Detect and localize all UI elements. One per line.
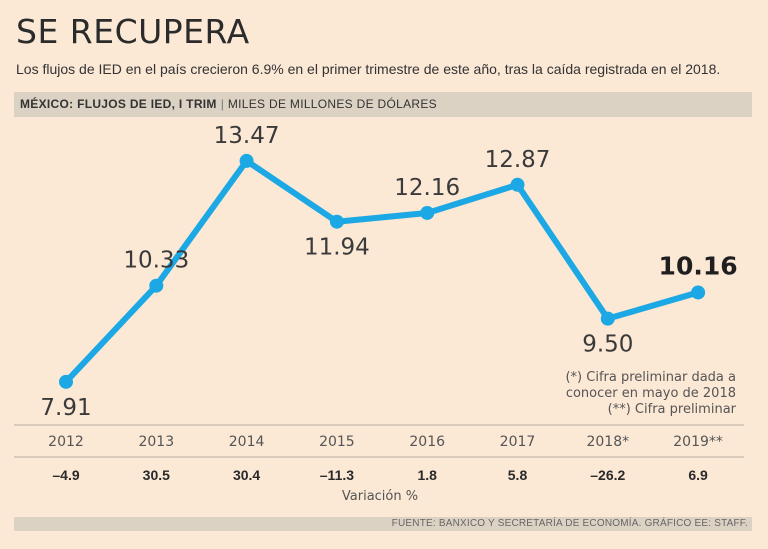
data-point-2016 [420,205,435,220]
variation-value: –11.3 [320,467,354,483]
x-tick-label: 2017 [500,434,536,450]
x-tick-label: 2014 [229,434,265,450]
data-label: 13.47 [214,123,280,149]
footnote-line-1: (*) Cifra preliminar dada a [565,370,736,385]
x-tick-label: 2016 [409,434,445,450]
series-line [63,157,702,385]
x-tick-label: 2019** [673,434,723,450]
variation-value: 1.8 [417,467,437,483]
chart-subtitle: Los flujos de IED en el país crecieron 6… [16,61,721,77]
x-tick-label: 2012 [48,434,84,450]
data-label: 9.50 [582,332,633,358]
data-label: 10.33 [123,248,189,274]
data-label: 11.94 [304,235,370,261]
x-tick-label: 2015 [319,434,355,450]
variation-axis-label: Variación % [342,489,418,504]
source-text: FUENTE: BANXICO Y SECRETARÍA DE ECONOMÍA… [391,518,748,529]
footnote: (*) Cifra preliminar dada a conocer en m… [565,370,736,418]
chart-unit-label: MILES DE MILLONES DE DÓLARES [227,97,437,111]
variation-value: 5.8 [508,467,528,483]
variation-value: –26.2 [590,467,625,483]
x-tick-label: 2018* [586,434,629,450]
data-label: 7.91 [40,395,91,421]
variation-value: 6.9 [688,467,708,483]
variation-value: –4.9 [52,467,79,483]
chart-header-bar: MÉXICO: FLUJOS DE IED, I TRIM | MILES DE M… [14,92,752,117]
chart-header-label: MÉXICO: FLUJOS DE IED, I TRIM [20,97,217,111]
data-label: 10.16 [659,251,738,280]
data-point-2012 [59,374,73,389]
data-point-2015 [329,214,344,229]
variation-value: 30.4 [233,467,260,483]
x-tick-label: 2013 [138,434,174,450]
data-label: 12.87 [485,147,551,173]
footnote-line-2: conocer en mayo de 2018 [565,386,736,401]
footnote-line-3: (**) Cifra preliminar [607,402,736,417]
data-point-2014 [239,153,254,168]
source-bar: FUENTE: BANXICO Y SECRETARÍA DE ECONOMÍA… [14,517,752,531]
data-point-2013 [149,278,164,293]
data-label: 12.16 [394,175,460,201]
data-point-2018 [600,311,615,326]
variation-value: 30.5 [143,467,170,483]
data-point-2017 [510,177,525,192]
data-point-2019 [691,285,706,300]
chart-title: SE RECUPERA [16,12,250,51]
